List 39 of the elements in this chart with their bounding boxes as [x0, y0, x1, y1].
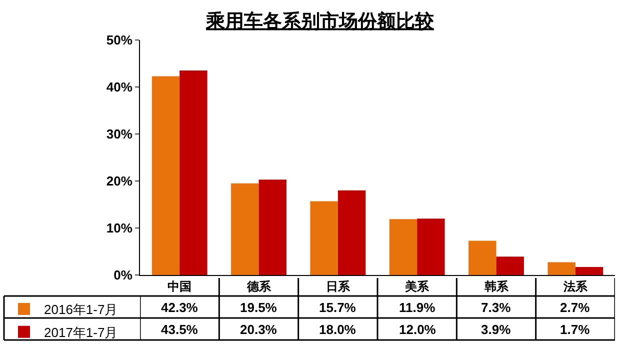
data-label: 42.3% [161, 300, 198, 315]
legend-label: 2017年1-7月 [44, 324, 118, 340]
data-label: 3.9% [481, 322, 512, 337]
chart-title: 乘用车各系别市场份额比较 [205, 10, 435, 32]
data-label: 2.7% [560, 300, 590, 315]
y-tick-label: 50% [106, 32, 133, 48]
bar [152, 76, 180, 275]
x-tick-label: 德系 [246, 279, 272, 294]
bar [468, 240, 496, 275]
data-label: 15.7% [319, 300, 356, 315]
bar [417, 218, 445, 275]
bar [231, 183, 259, 275]
x-tick-label: 中国 [168, 279, 192, 294]
data-label: 19.5% [240, 300, 278, 315]
data-label: 7.3% [481, 300, 512, 315]
bar [258, 180, 286, 275]
y-tick-label: 20% [106, 174, 133, 189]
bar [389, 219, 418, 275]
bar [575, 267, 604, 275]
x-tick-label: 法系 [562, 279, 588, 294]
x-tick-label: 韩系 [483, 279, 510, 294]
data-label: 12.0% [399, 322, 436, 337]
bar [338, 190, 366, 275]
data-label: 18.0% [319, 322, 356, 337]
y-tick-label: 30% [106, 126, 133, 142]
y-tick-label: 40% [106, 80, 133, 95]
bar [310, 201, 338, 275]
y-tick-label: 10% [106, 220, 133, 236]
bar [180, 70, 208, 275]
y-tick-label: 0% [114, 268, 133, 283]
data-label: 20.3% [240, 322, 278, 337]
x-tick-label: 日系 [326, 279, 351, 294]
bar [496, 256, 524, 275]
legend-label: 2016年1-7月 [44, 302, 118, 318]
bar [548, 262, 576, 275]
data-label: 1.7% [560, 322, 590, 337]
x-tick-label: 美系 [404, 279, 430, 294]
data-label: 11.9% [399, 300, 436, 315]
data-label: 43.5% [161, 322, 198, 337]
